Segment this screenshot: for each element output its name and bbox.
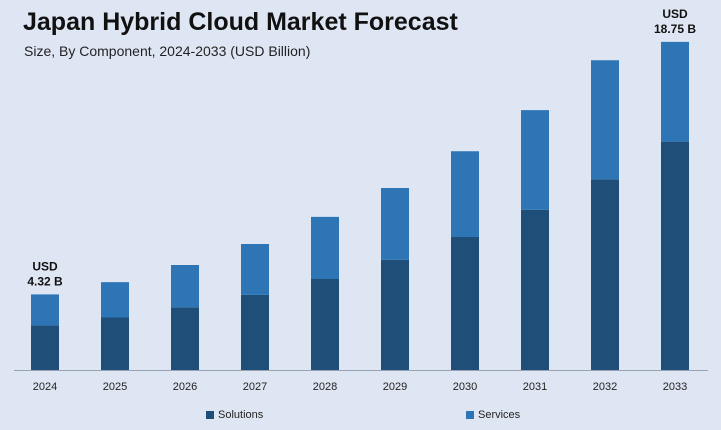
bar-solutions-2025 <box>101 317 129 370</box>
x-tick-label-2031: 2031 <box>523 381 547 393</box>
bar-services-2029 <box>381 188 409 260</box>
annotation-value-2024: 4.32 B <box>27 274 63 288</box>
bar-services-2027 <box>241 244 269 295</box>
annotation-currency-2033: USD <box>662 7 688 21</box>
x-tick-label-2028: 2028 <box>313 381 337 393</box>
bar-solutions-2030 <box>451 237 479 370</box>
bar-services-2032 <box>591 60 619 180</box>
bar-services-2031 <box>521 110 549 210</box>
chart-title: Japan Hybrid Cloud Market Forecast <box>23 8 458 36</box>
legend-label-services: Services <box>478 409 521 421</box>
bar-solutions-2027 <box>241 294 269 370</box>
bar-services-2030 <box>451 151 479 237</box>
bar-solutions-2026 <box>171 307 199 370</box>
legend-item-solutions: Solutions <box>206 409 263 421</box>
x-tick-label-2030: 2030 <box>453 381 477 393</box>
legend-item-services: Services <box>466 409 520 421</box>
x-tick-label-2033: 2033 <box>663 381 687 393</box>
bar-solutions-2032 <box>591 179 619 370</box>
x-tick-label-2024: 2024 <box>33 381 57 393</box>
bar-solutions-2029 <box>381 259 409 370</box>
x-tick-label-2029: 2029 <box>383 381 407 393</box>
bar-solutions-2031 <box>521 209 549 370</box>
x-tick-label-2027: 2027 <box>243 381 267 393</box>
bar-services-2028 <box>311 216 339 279</box>
x-tick-label-2025: 2025 <box>103 381 127 393</box>
annotation-currency-2024: USD <box>32 259 58 273</box>
bar-solutions-2024 <box>31 325 59 370</box>
bar-services-2033 <box>661 41 689 142</box>
x-tick-label-2026: 2026 <box>173 381 197 393</box>
bar-solutions-2028 <box>311 279 339 370</box>
annotation-value-2033: 18.75 B <box>654 22 696 36</box>
bar-services-2024 <box>31 294 59 326</box>
legend-swatch-solutions <box>206 411 214 419</box>
legend-label-solutions: Solutions <box>218 409 264 421</box>
bar-solutions-2033 <box>661 141 689 370</box>
x-tick-label-2032: 2032 <box>593 381 617 393</box>
chart-subtitle: Size, By Component, 2024-2033 (USD Billi… <box>24 43 311 59</box>
legend-swatch-services <box>466 411 474 419</box>
bar-services-2025 <box>101 282 129 318</box>
bar-services-2026 <box>171 265 199 308</box>
